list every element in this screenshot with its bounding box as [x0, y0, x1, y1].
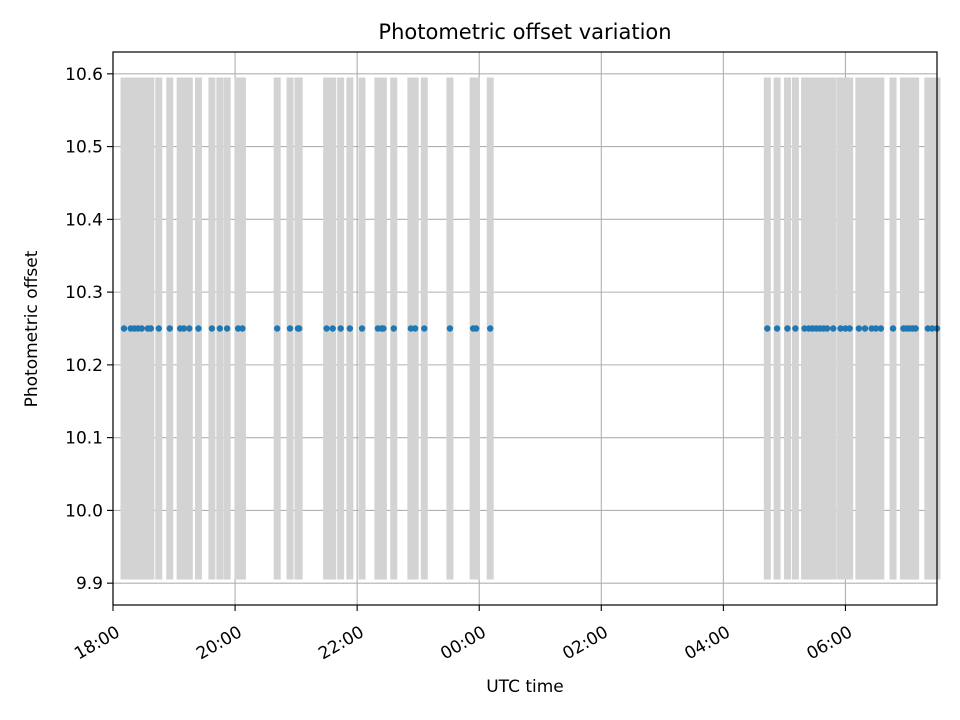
data-point [346, 325, 354, 332]
data-points [120, 325, 941, 332]
data-point [928, 325, 936, 332]
data-point [216, 325, 224, 332]
data-point [861, 325, 869, 332]
data-point [784, 325, 791, 332]
data-point [472, 325, 480, 332]
data-point [295, 325, 303, 332]
data-point [411, 325, 419, 332]
data-point [764, 325, 771, 332]
data-point [239, 325, 246, 332]
x-axis-label: UTC time [486, 677, 564, 697]
data-point [380, 325, 387, 332]
plot-frame [112, 51, 938, 606]
grid-lines [112, 52, 937, 605]
data-point [195, 325, 202, 332]
data-point [329, 325, 336, 332]
data-point [138, 325, 145, 332]
data-point [792, 325, 799, 332]
y-axis-ticks: 9.9 10.0 10.1 10.2 10.3 10.4 10.5 10.6 [65, 65, 113, 594]
y-tick-label: 9.9 [76, 574, 103, 594]
data-point [446, 325, 454, 332]
data-point [421, 325, 428, 332]
data-point [120, 325, 128, 332]
chart-title: Photometric offset variation [378, 20, 671, 44]
data-point [773, 325, 781, 332]
data-point [855, 325, 863, 332]
data-point [872, 325, 880, 332]
data-point [889, 325, 897, 332]
y-tick-label: 10.6 [65, 65, 103, 85]
data-point [286, 325, 294, 332]
data-point [912, 325, 919, 332]
data-point [837, 325, 844, 332]
data-point [208, 325, 216, 332]
data-point [223, 325, 231, 332]
data-point [830, 325, 837, 332]
data-point [823, 325, 831, 332]
data-point [337, 325, 344, 332]
data-point [180, 325, 188, 332]
y-tick-label: 10.1 [65, 429, 103, 449]
data-point [147, 325, 155, 332]
y-tick-label: 10.2 [65, 356, 103, 376]
y-tick-label: 10.3 [65, 283, 103, 303]
y-tick-label: 10.4 [65, 210, 103, 230]
data-point [186, 325, 193, 332]
data-point [846, 325, 853, 332]
data-point [877, 325, 885, 332]
data-point [166, 325, 173, 332]
y-tick-label: 10.0 [65, 501, 103, 521]
data-point [155, 325, 162, 332]
data-point [390, 325, 397, 332]
data-point [323, 325, 330, 332]
data-point [487, 325, 494, 332]
y-tick-label: 10.5 [65, 138, 103, 158]
data-point [273, 325, 281, 332]
y-axis-label: Photometric offset [22, 250, 42, 407]
data-point [358, 325, 366, 332]
